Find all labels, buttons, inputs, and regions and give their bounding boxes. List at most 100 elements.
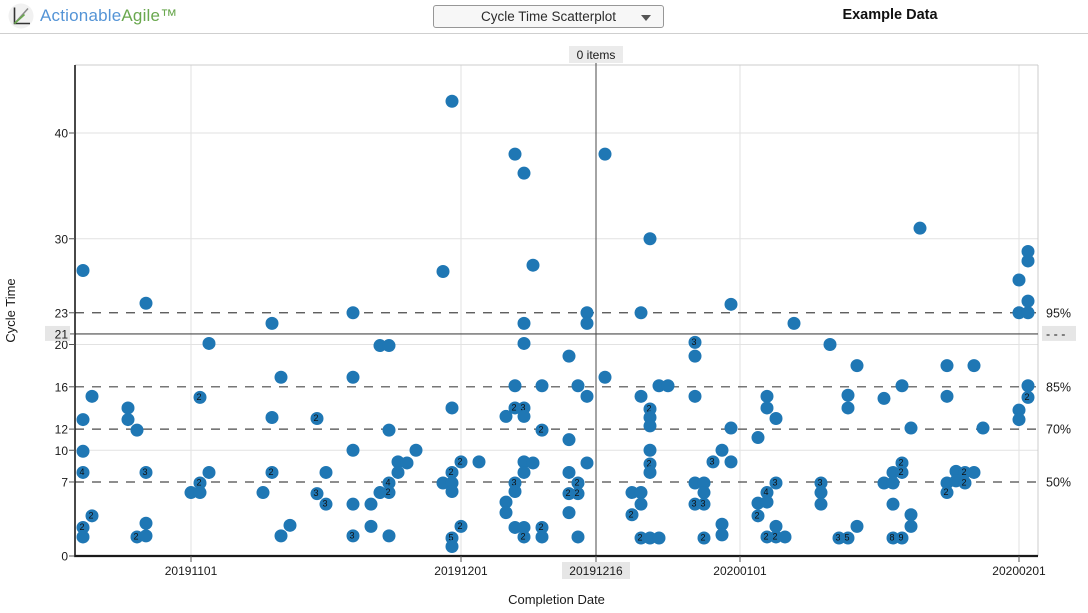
data-point[interactable] xyxy=(310,487,324,501)
data-point[interactable] xyxy=(346,443,360,457)
data-point[interactable] xyxy=(382,476,396,490)
data-point[interactable] xyxy=(76,520,90,534)
data-point[interactable] xyxy=(913,221,927,235)
data-point[interactable] xyxy=(391,465,405,479)
data-point[interactable] xyxy=(895,379,909,393)
data-point[interactable] xyxy=(526,456,540,470)
data-point[interactable] xyxy=(499,506,513,520)
data-point[interactable] xyxy=(562,433,576,447)
data-point[interactable] xyxy=(346,306,360,320)
data-point[interactable] xyxy=(643,443,657,457)
data-point[interactable] xyxy=(274,529,288,543)
data-point[interactable] xyxy=(1021,306,1035,320)
data-point[interactable] xyxy=(526,258,540,272)
data-point[interactable] xyxy=(265,410,279,424)
data-point[interactable] xyxy=(958,465,972,479)
data-point[interactable] xyxy=(643,419,657,433)
data-point[interactable] xyxy=(850,519,864,533)
data-point[interactable] xyxy=(535,530,549,544)
data-point[interactable] xyxy=(967,465,981,479)
data-point[interactable] xyxy=(508,484,522,498)
data-point[interactable] xyxy=(580,306,594,320)
data-point[interactable] xyxy=(778,530,792,544)
data-point[interactable] xyxy=(76,413,90,427)
data-point[interactable] xyxy=(202,336,216,350)
data-point[interactable] xyxy=(130,423,144,437)
data-point[interactable] xyxy=(760,495,774,509)
data-point[interactable] xyxy=(571,379,585,393)
data-point[interactable] xyxy=(562,506,576,520)
data-point[interactable] xyxy=(517,336,531,350)
data-point[interactable] xyxy=(1021,294,1035,308)
data-point[interactable] xyxy=(508,379,522,393)
data-point[interactable] xyxy=(364,497,378,511)
data-point[interactable] xyxy=(814,497,828,511)
data-point[interactable] xyxy=(193,486,207,500)
data-point[interactable] xyxy=(454,455,468,469)
data-point[interactable] xyxy=(499,409,513,423)
data-point[interactable] xyxy=(688,389,702,403)
data-point[interactable] xyxy=(688,335,702,349)
data-point[interactable] xyxy=(688,476,702,490)
data-point[interactable] xyxy=(76,444,90,458)
data-point[interactable] xyxy=(436,476,450,490)
data-point[interactable] xyxy=(517,166,531,180)
data-point[interactable] xyxy=(139,516,153,530)
data-point[interactable] xyxy=(76,263,90,277)
data-point[interactable] xyxy=(1021,254,1035,268)
data-point[interactable] xyxy=(769,476,783,490)
data-point[interactable] xyxy=(274,370,288,384)
data-point[interactable] xyxy=(373,486,387,500)
data-point[interactable] xyxy=(580,316,594,330)
data-point[interactable] xyxy=(562,465,576,479)
data-point[interactable] xyxy=(715,528,729,542)
data-point[interactable] xyxy=(886,497,900,511)
scatterplot-chart[interactable]: 95% 85% 70% 50% 0 7 10 12 16 20 21 23 30 40- - -20191… xyxy=(0,34,1088,608)
data-point[interactable] xyxy=(580,389,594,403)
data-point[interactable] xyxy=(382,529,396,543)
data-point[interactable] xyxy=(373,339,387,353)
data-point[interactable] xyxy=(886,531,900,545)
data-point[interactable] xyxy=(643,531,657,545)
data-point[interactable] xyxy=(346,370,360,384)
data-point[interactable] xyxy=(517,316,531,330)
data-point[interactable] xyxy=(634,306,648,320)
data-point[interactable] xyxy=(697,497,711,511)
data-point[interactable] xyxy=(472,455,486,469)
data-point[interactable] xyxy=(841,388,855,402)
data-point[interactable] xyxy=(346,497,360,511)
data-point[interactable] xyxy=(499,495,513,509)
data-point[interactable] xyxy=(1021,244,1035,258)
data-point[interactable] xyxy=(1012,413,1026,427)
data-point[interactable] xyxy=(634,486,648,500)
data-point[interactable] xyxy=(1012,306,1026,320)
data-point[interactable] xyxy=(904,519,918,533)
data-point[interactable] xyxy=(517,465,531,479)
data-point[interactable] xyxy=(724,421,738,435)
data-point[interactable] xyxy=(895,531,909,545)
data-point[interactable] xyxy=(751,509,765,523)
data-point[interactable] xyxy=(517,520,531,534)
data-point[interactable] xyxy=(895,456,909,470)
data-point[interactable] xyxy=(895,465,909,479)
data-point[interactable] xyxy=(769,530,783,544)
data-point[interactable] xyxy=(634,497,648,511)
data-point[interactable] xyxy=(634,389,648,403)
data-point[interactable] xyxy=(364,519,378,533)
data-point[interactable] xyxy=(1012,273,1026,287)
data-point[interactable] xyxy=(319,465,333,479)
data-point[interactable] xyxy=(1021,390,1035,404)
data-point[interactable] xyxy=(1012,403,1026,417)
data-point[interactable] xyxy=(706,455,720,469)
data-point[interactable] xyxy=(562,487,576,501)
data-point[interactable] xyxy=(319,497,333,511)
data-point[interactable] xyxy=(877,476,891,490)
data-point[interactable] xyxy=(769,412,783,426)
data-point[interactable] xyxy=(724,455,738,469)
data-point[interactable] xyxy=(193,476,207,490)
data-point[interactable] xyxy=(382,486,396,500)
data-point[interactable] xyxy=(940,486,954,500)
data-point[interactable] xyxy=(517,409,531,423)
data-point[interactable] xyxy=(976,421,990,435)
data-point[interactable] xyxy=(445,484,459,498)
